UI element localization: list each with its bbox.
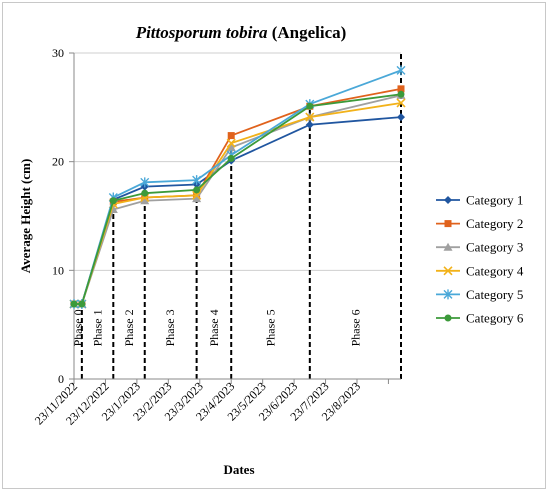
data-point	[305, 112, 315, 122]
series-5	[69, 65, 406, 310]
data-point	[227, 132, 235, 140]
legend-label: Category 1	[466, 193, 523, 208]
legend-item: Category 6	[436, 311, 524, 326]
y-tick-label: 0	[58, 372, 64, 386]
legend-swatch-marker	[444, 196, 452, 204]
series-6	[70, 90, 405, 308]
y-tick-label: 10	[52, 263, 64, 277]
phase-label: Phase 4	[207, 309, 221, 346]
chart-title-italic: Pittosporum tobira	[135, 23, 268, 42]
data-point	[396, 98, 406, 108]
legend-item: Category 4	[436, 263, 524, 278]
y-tick-label: 30	[52, 46, 64, 60]
data-point	[306, 102, 314, 110]
data-point	[192, 190, 202, 200]
legend-swatch-marker	[444, 220, 452, 228]
series-line	[74, 69, 402, 305]
phase-label: Phase 3	[163, 309, 177, 346]
data-point	[78, 300, 86, 308]
phase-label: Phase 0	[71, 309, 85, 346]
phase-label: Phase 1	[91, 309, 105, 346]
axes	[69, 52, 401, 384]
legend-swatch-marker	[443, 266, 453, 276]
phase-labels: Phase 0 Phase 1 Phase 2 Phase 3 Phase 4 Phase…	[71, 309, 362, 346]
figure-frame	[2, 2, 546, 489]
legend-label: Category 3	[466, 240, 523, 255]
data-point	[396, 65, 406, 76]
y-tick-labels: 0 10 20 30	[52, 46, 64, 386]
gridlines	[74, 52, 401, 271]
phase-label: Phase 5	[264, 309, 278, 346]
legend-label: Category 5	[466, 287, 523, 302]
legend-item: Category 5	[436, 287, 523, 302]
legend-label: Category 6	[466, 311, 524, 326]
legend-item: Category 2	[436, 216, 523, 231]
data-point	[193, 186, 201, 194]
x-tick-labels: 23/11/202223/12/202223/1/202323/2/202323…	[32, 379, 363, 428]
phase-boundaries	[80, 53, 402, 379]
data-point	[192, 175, 202, 186]
legend-swatch-marker	[443, 242, 453, 251]
data-point	[226, 138, 236, 148]
legend-label: Category 2	[466, 216, 523, 231]
series-line	[74, 93, 402, 305]
x-axis-label: Dates	[223, 462, 254, 477]
data-point	[227, 154, 235, 162]
y-axis-label: Average Height (cm)	[18, 159, 33, 274]
series-lines	[69, 65, 406, 310]
series-1	[70, 113, 405, 309]
data-point	[70, 300, 78, 308]
chart-title-rest: (Angelica)	[267, 23, 346, 42]
data-point	[140, 196, 150, 205]
phase-label: Phase 6	[348, 309, 362, 346]
y-tick-label: 20	[52, 155, 64, 169]
legend: Category 1 Category 2 Category 3 Category 4…	[436, 193, 524, 326]
data-point	[109, 197, 117, 205]
data-point	[192, 194, 202, 203]
legend-swatch-marker	[443, 289, 453, 300]
data-point	[141, 189, 149, 197]
legend-item: Category 1	[436, 193, 523, 208]
data-point	[397, 90, 405, 98]
data-point	[226, 143, 236, 152]
legend-swatch-marker	[444, 314, 452, 322]
data-point	[140, 177, 150, 188]
data-point	[397, 113, 405, 122]
series-4	[69, 98, 406, 309]
phase-label: Phase 2	[122, 309, 136, 346]
legend-item: Category 3	[436, 240, 523, 255]
data-point	[305, 120, 314, 129]
legend-label: Category 4	[466, 263, 524, 278]
chart-title: Pittosporum tobira (Angelica)	[135, 23, 347, 42]
data-point	[397, 85, 405, 93]
